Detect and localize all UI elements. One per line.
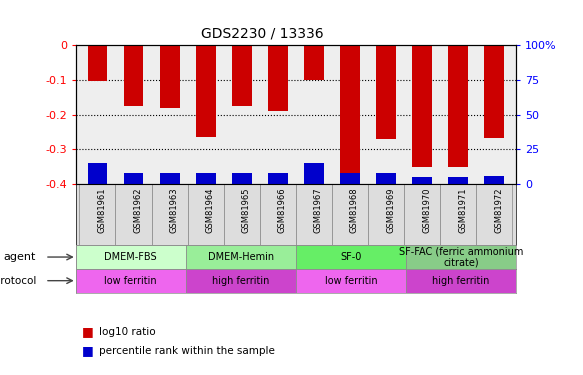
Bar bbox=[196, 173, 216, 184]
Bar bbox=[340, 173, 360, 184]
Text: ■: ■ bbox=[82, 326, 93, 338]
Text: DMEM-FBS: DMEM-FBS bbox=[104, 252, 157, 262]
Text: GSM81965: GSM81965 bbox=[242, 187, 251, 232]
Bar bbox=[484, 176, 504, 184]
Bar bbox=[268, 45, 288, 111]
Bar bbox=[152, 184, 188, 245]
Bar bbox=[332, 184, 368, 245]
Text: growth protocol: growth protocol bbox=[0, 276, 36, 286]
Bar bbox=[448, 177, 468, 184]
Text: high ferritin: high ferritin bbox=[212, 276, 269, 286]
Text: GSM81962: GSM81962 bbox=[134, 187, 142, 232]
Bar bbox=[304, 163, 324, 184]
Text: low ferritin: low ferritin bbox=[104, 276, 157, 286]
Bar bbox=[124, 45, 143, 106]
Bar bbox=[232, 45, 252, 106]
Bar bbox=[376, 173, 396, 184]
Text: GSM81966: GSM81966 bbox=[278, 187, 287, 233]
Bar bbox=[406, 245, 516, 269]
Text: ■: ■ bbox=[82, 344, 93, 357]
Bar bbox=[87, 45, 107, 81]
Bar bbox=[440, 184, 476, 245]
Text: SF-FAC (ferric ammonium
citrate): SF-FAC (ferric ammonium citrate) bbox=[399, 246, 523, 268]
Bar bbox=[186, 245, 296, 269]
Text: agent: agent bbox=[4, 252, 36, 262]
Bar bbox=[186, 269, 296, 292]
Bar bbox=[296, 269, 406, 292]
Bar bbox=[296, 245, 406, 269]
Text: GSM81970: GSM81970 bbox=[422, 187, 431, 232]
Bar bbox=[296, 184, 332, 245]
Text: GSM81972: GSM81972 bbox=[494, 187, 503, 232]
Bar bbox=[115, 184, 152, 245]
Bar bbox=[224, 184, 260, 245]
Bar bbox=[484, 45, 504, 138]
Bar bbox=[260, 184, 296, 245]
Text: DMEM-Hemin: DMEM-Hemin bbox=[208, 252, 274, 262]
Bar bbox=[404, 184, 440, 245]
Text: GSM81968: GSM81968 bbox=[350, 187, 359, 233]
Bar bbox=[340, 45, 360, 174]
Text: GDS2230 / 13336: GDS2230 / 13336 bbox=[201, 26, 324, 40]
Bar bbox=[160, 173, 180, 184]
Text: GSM81963: GSM81963 bbox=[170, 187, 178, 233]
Bar bbox=[188, 184, 224, 245]
Text: GSM81961: GSM81961 bbox=[97, 187, 107, 232]
Bar bbox=[196, 45, 216, 137]
Bar bbox=[76, 269, 186, 292]
Bar bbox=[268, 173, 288, 184]
Text: GSM81964: GSM81964 bbox=[206, 187, 215, 232]
Bar bbox=[304, 45, 324, 80]
Bar bbox=[476, 184, 512, 245]
Bar bbox=[412, 177, 432, 184]
Text: SF-0: SF-0 bbox=[340, 252, 361, 262]
Bar bbox=[376, 45, 396, 139]
Bar bbox=[160, 45, 180, 108]
Text: GSM81967: GSM81967 bbox=[314, 187, 323, 233]
Bar bbox=[406, 269, 516, 292]
Bar bbox=[79, 184, 115, 245]
Text: log10 ratio: log10 ratio bbox=[99, 327, 156, 337]
Text: GSM81969: GSM81969 bbox=[386, 187, 395, 232]
Bar bbox=[368, 184, 404, 245]
Text: low ferritin: low ferritin bbox=[325, 276, 377, 286]
Text: percentile rank within the sample: percentile rank within the sample bbox=[99, 346, 275, 355]
Bar bbox=[232, 173, 252, 184]
Bar bbox=[448, 45, 468, 166]
Bar bbox=[76, 245, 186, 269]
Bar bbox=[412, 45, 432, 166]
Text: high ferritin: high ferritin bbox=[432, 276, 490, 286]
Bar bbox=[87, 163, 107, 184]
Text: GSM81971: GSM81971 bbox=[458, 187, 467, 232]
Bar bbox=[124, 173, 143, 184]
